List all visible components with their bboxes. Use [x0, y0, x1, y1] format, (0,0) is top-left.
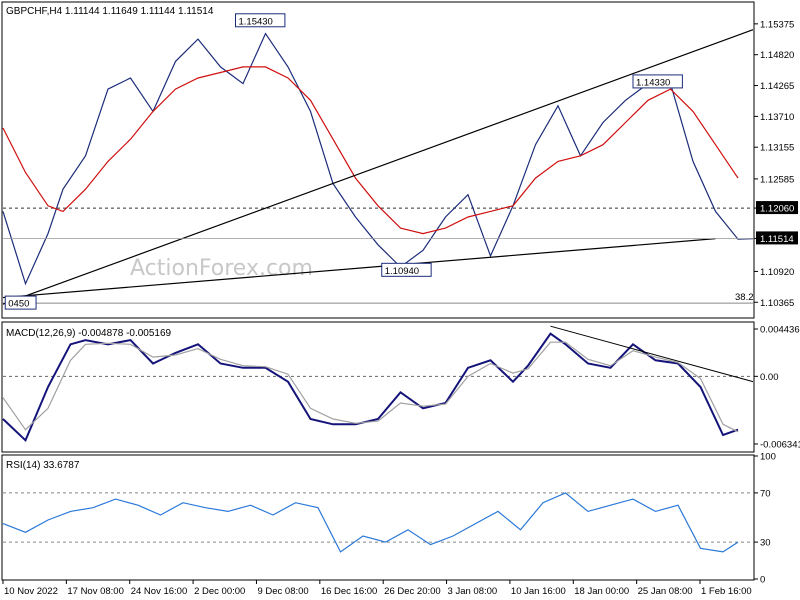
timeframe-label: H4 — [49, 6, 62, 17]
x-axis: 10 Nov 2022 17 Nov 08:00 24 Nov 16:00 2 Dec… — [2, 580, 752, 597]
x-tick-label: 17 Nov 08:00 — [67, 586, 124, 597]
price-callout-box — [381, 262, 432, 277]
price-callout-box — [632, 74, 683, 89]
price-callout-label: 1.15430 — [239, 16, 273, 27]
price-callout-label: 1.14330 — [636, 77, 670, 88]
price-tick-label: 1.12060 — [760, 204, 794, 215]
price-callout-label: 1.10940 — [385, 266, 419, 277]
rsi-tick-label: 0 — [760, 575, 765, 586]
macd-panel: MACD(12,26,9) -0.004878 -0.005169 0.0044… — [1, 321, 800, 453]
price-panel-border — [1, 1, 755, 319]
price-callout-label: 0450 — [8, 299, 29, 310]
rsi-panel-border — [1, 454, 755, 581]
price-hlines: 38.2 — [3, 207, 754, 304]
x-tick-label: 10 Jan 16:00 — [511, 586, 566, 597]
instrument-label: GBPCHF — [6, 6, 48, 17]
price-callout-box — [235, 13, 286, 28]
price-trendline — [2, 29, 754, 305]
price-tick-label: 1.13155 — [760, 143, 794, 154]
x-tick-label: 24 Nov 16:00 — [131, 586, 188, 597]
rsi-series-rsi — [2, 492, 739, 553]
price-panel: ActionForex.com 38.2 1.15430 1.14330 1.109… — [1, 1, 798, 319]
rsi-series — [2, 492, 739, 553]
rsi-panel: RSI(14) 33.6787 100 70 30 0 — [1, 452, 776, 586]
x-tick-label: 18 Jan 00:00 — [574, 586, 629, 597]
header-high: 1.11649 — [102, 6, 138, 17]
price-callout-box — [4, 295, 37, 310]
price-tick-label: 1.13710 — [760, 112, 794, 123]
x-tick-label: 25 Jan 08:00 — [638, 586, 693, 597]
price-y-axis: 1.15375 1.14820 1.14265 1.13710 1.13155 1.125… — [754, 19, 798, 309]
x-tick-label: 9 Dec 08:00 — [257, 586, 308, 597]
x-tick-label: 1 Feb 16:00 — [701, 586, 752, 597]
price-tick-label: 1.15375 — [760, 19, 794, 30]
x-tick-label: 16 Dec 16:00 — [321, 586, 378, 597]
rsi-hlines — [3, 492, 753, 543]
rsi-tick-label: 30 — [760, 538, 771, 549]
price-trendlines — [2, 29, 754, 305]
rsi-tick-label: 100 — [760, 452, 776, 463]
price-header: GBPCHF,H4 1.11144 1.11649 1.11144 1.1151… — [6, 6, 214, 17]
macd-trendlines — [550, 325, 754, 383]
macd-tick-label: 0.004436 — [760, 325, 800, 336]
rsi-y-axis: 100 70 30 0 — [754, 452, 776, 586]
header-close: 1.11514 — [178, 6, 214, 17]
price-trendline — [2, 238, 716, 299]
watermark: ActionForex.com — [130, 256, 313, 281]
price-tick-label: 1.10365 — [760, 298, 794, 309]
price-series-close — [2, 32, 754, 286]
macd-tick-label: 0.00 — [760, 372, 779, 383]
price-tick-label: 1.11514 — [760, 234, 794, 245]
x-tick-label: 2 Dec 00:00 — [194, 586, 245, 597]
rsi-tick-label: 70 — [760, 488, 771, 499]
macd-series — [2, 332, 739, 443]
header-low: 1.11144 — [141, 6, 176, 17]
price-tick-highlight — [756, 201, 798, 215]
price-tick-label: 1.12585 — [760, 174, 794, 185]
price-tick-highlight — [756, 231, 798, 245]
macd-y-axis: 0.004436 0.00 -0.006341 — [754, 325, 800, 450]
price-callouts: 1.15430 1.14330 1.10940 0450 — [4, 13, 683, 310]
x-tick-label: 3 Jan 08:00 — [448, 586, 498, 597]
price-series-ma — [2, 66, 739, 235]
macd-series-macd — [2, 332, 739, 443]
header-open: 1.11144 — [65, 6, 100, 17]
x-tick-label: 10 Nov 2022 — [4, 586, 58, 597]
macd-tick-label: -0.006341 — [760, 439, 800, 450]
fib-label: 38.2 — [735, 292, 754, 303]
x-tick-label: 26 Dec 20:00 — [384, 586, 441, 597]
price-series — [2, 32, 754, 286]
macd-series-signal — [2, 341, 739, 433]
macd-trendline — [550, 325, 754, 383]
macd-panel-border — [1, 321, 755, 453]
rsi-label: RSI(14) 33.6787 — [6, 460, 80, 471]
price-tick-label: 1.10920 — [760, 267, 794, 278]
price-tick-label: 1.14820 — [760, 50, 794, 61]
price-tick-label: 1.14265 — [760, 81, 794, 92]
macd-label: MACD(12,26,9) -0.004878 -0.005169 — [6, 328, 172, 339]
